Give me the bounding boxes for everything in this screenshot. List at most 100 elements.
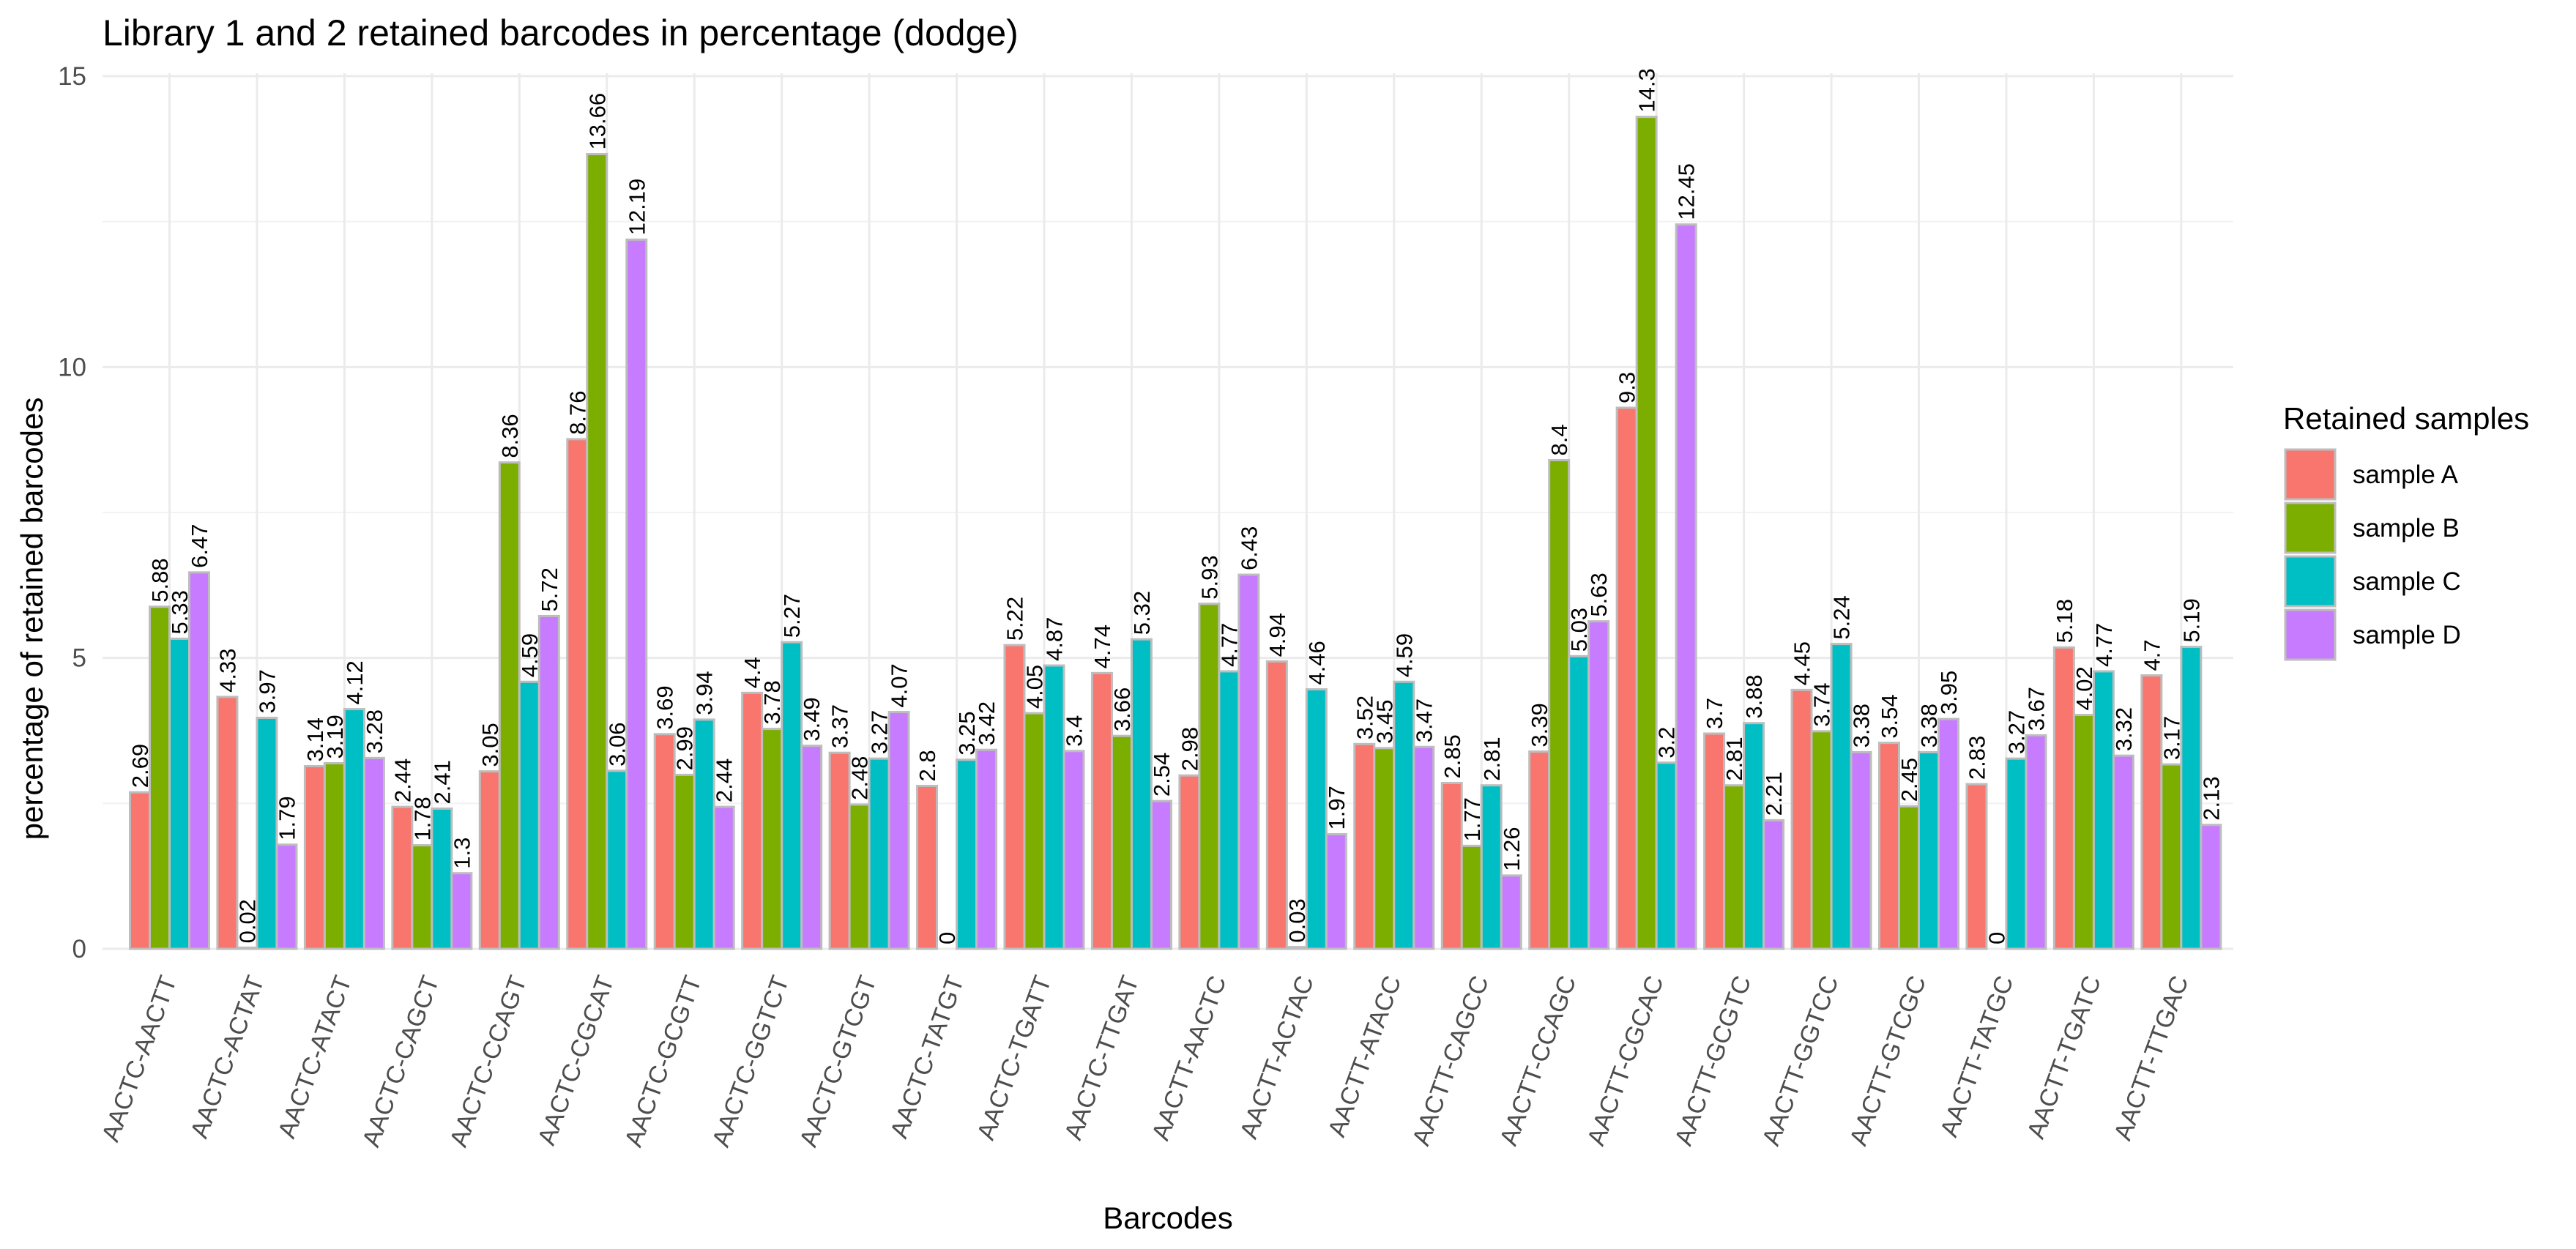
data-label: 3.95: [1936, 671, 1962, 715]
bar-sample-d: [537, 614, 560, 950]
data-label: 2.48: [847, 756, 873, 800]
bar-sample-b: [586, 152, 608, 950]
data-label: 5.32: [1129, 591, 1155, 635]
legend-label: sample D: [2353, 621, 2461, 649]
bar-sample-a: [1790, 688, 1813, 950]
data-label: 3.49: [799, 697, 824, 741]
bar-sample-c: [868, 757, 890, 950]
data-label: 5.63: [1586, 573, 1612, 616]
bar-sample-c: [1568, 655, 1590, 950]
legend-key: [2284, 448, 2337, 501]
bar-sample-b: [1110, 734, 1133, 950]
data-label: 4.7: [2139, 639, 2164, 671]
data-label: 3.7: [1702, 698, 1727, 729]
data-label: 3.38: [1916, 704, 1942, 747]
legend-key: [2284, 502, 2337, 554]
x-tick-label: AACTC-CGCAT: [532, 972, 619, 1149]
bar-sample-a: [1265, 660, 1288, 950]
data-label: 4.33: [215, 649, 240, 693]
data-label: 8.36: [497, 414, 523, 458]
bar-sample-c: [256, 717, 278, 950]
data-label: 2.21: [1761, 772, 1787, 816]
bar-sample-b: [149, 605, 171, 950]
data-label: 12.19: [624, 179, 649, 236]
data-label: 3.52: [1352, 696, 1377, 739]
data-label: 5.27: [779, 594, 805, 638]
bar-sample-d: [712, 805, 735, 950]
bar-sample-b: [1460, 844, 1483, 950]
x-tick-label: AACTC-TGATT: [972, 972, 1057, 1144]
x-tick-label: AACTT-AACTC: [1147, 972, 1232, 1144]
data-label: 4.77: [1216, 623, 1242, 667]
data-label: 0: [1984, 932, 2009, 944]
bar-sample-a: [2052, 646, 2075, 950]
data-label: 4.02: [2071, 666, 2097, 710]
data-label: 1.26: [1499, 827, 1525, 871]
bar-sample-d: [1325, 832, 1347, 950]
bar-sample-c: [1043, 664, 1065, 950]
data-label: 3.97: [254, 669, 280, 713]
bar-sample-b: [673, 773, 696, 950]
data-label: 3.19: [322, 715, 348, 758]
bar-sample-d: [1850, 750, 1872, 950]
bar-sample-c: [1480, 784, 1503, 950]
data-label: 0.02: [234, 899, 260, 943]
bar-sample-b: [761, 728, 783, 950]
bar-sample-d: [625, 238, 648, 950]
data-label: 4.77: [2091, 623, 2117, 667]
bar-sample-a: [1440, 782, 1463, 950]
data-label: 1.97: [1324, 786, 1350, 829]
x-tick-label: AACTT-GCGTC: [1669, 972, 1757, 1149]
bar-sample-a: [741, 691, 764, 950]
data-label: 1.78: [409, 797, 435, 840]
bar-sample-a: [916, 784, 939, 950]
data-label: 4.05: [1022, 665, 1048, 709]
data-label: 2.85: [1440, 734, 1465, 778]
bar-sample-a: [129, 791, 151, 950]
data-label: 4.59: [517, 633, 543, 677]
bar-sample-b: [411, 844, 433, 950]
x-tick-label: AACTC-ATACT: [273, 972, 357, 1142]
bar-sample-c: [606, 769, 628, 950]
bar-sample-b: [1548, 458, 1571, 950]
data-label: 2.8: [915, 750, 940, 781]
data-label: 4.59: [1391, 633, 1417, 677]
data-label: 2.69: [127, 744, 153, 788]
bar-sample-a: [1615, 406, 1638, 950]
data-label: 0: [934, 932, 960, 944]
data-label: 5.18: [2052, 599, 2077, 643]
data-label: 4.46: [1304, 641, 1330, 685]
bar-sample-d: [887, 711, 910, 950]
bar-sample-a: [1090, 671, 1113, 950]
legend: Retained samples sample A sample B sample …: [2283, 401, 2529, 661]
bar-sample-d: [188, 571, 210, 950]
data-label: 4.94: [1265, 613, 1290, 657]
data-label: 8.76: [565, 391, 590, 435]
data-label: 4.07: [887, 663, 912, 707]
data-label: 4.45: [1790, 641, 1815, 685]
data-label: 2.44: [712, 758, 737, 802]
x-axis-title: Barcodes: [1103, 1201, 1232, 1235]
data-label: 2.81: [1721, 737, 1747, 780]
x-tick-label: AACTT-ATACC: [1323, 972, 1407, 1141]
data-label: 14.3: [1634, 68, 1660, 112]
bar-sample-d: [1500, 874, 1522, 950]
bar-sample-c: [1830, 643, 1853, 950]
data-label: 2.99: [672, 726, 698, 770]
bar-sample-c: [1130, 638, 1153, 950]
x-tick-label: AACTT-GGTCC: [1757, 972, 1844, 1149]
data-label: 3.4: [1062, 715, 1087, 747]
x-tick-label: AACTC-GCGTT: [619, 972, 707, 1151]
data-label: 12.45: [1674, 163, 1700, 220]
legend-key: [2284, 555, 2337, 608]
bar-sample-d: [1762, 819, 1785, 950]
data-label: 5.19: [2178, 598, 2204, 642]
y-tick-label: 0: [72, 935, 86, 963]
data-label: 6.47: [187, 524, 212, 568]
bars: [129, 116, 2222, 950]
data-label: 2.41: [429, 760, 455, 804]
data-label: 3.94: [692, 671, 718, 715]
data-label: 5.03: [1566, 608, 1592, 652]
bar-sample-d: [1062, 750, 1085, 950]
